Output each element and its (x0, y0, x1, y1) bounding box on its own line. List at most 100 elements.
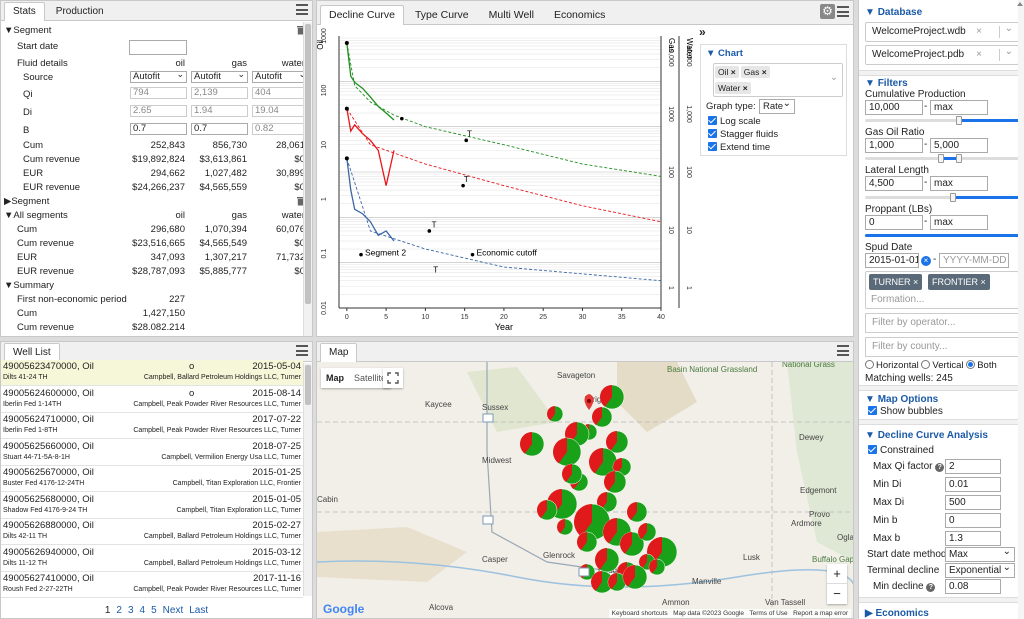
gor-min[interactable]: 1,000 (865, 138, 923, 153)
stagger-row[interactable]: Stagger fluids (708, 129, 778, 140)
fluid-selector[interactable]: Oil × Gas × Water × ⌄ (713, 63, 843, 97)
start-method-select[interactable]: Max (945, 545, 1015, 562)
marker-point[interactable] (461, 183, 465, 188)
checkbox[interactable] (708, 116, 717, 125)
spud-end[interactable]: YYYY-MM-DD (939, 253, 1009, 268)
cum-prod-slider[interactable] (865, 116, 1019, 125)
well-bubble[interactable] (588, 447, 618, 477)
zoom-in-button[interactable]: + (827, 564, 847, 584)
marker-point[interactable] (427, 229, 432, 233)
well-bubble[interactable] (573, 503, 611, 541)
page-5[interactable]: 5 (151, 605, 157, 616)
well-bubble[interactable] (576, 531, 598, 553)
min-b-input[interactable]: 0 (945, 513, 1001, 528)
map-button[interactable]: Map (326, 373, 344, 383)
well-bubble[interactable] (622, 564, 648, 590)
segment-start-point[interactable] (344, 41, 349, 46)
chip-water[interactable]: Water × (715, 82, 751, 94)
database-wdb[interactable]: WelcomeProject.wdb × ⌄ (865, 22, 1019, 42)
well-bubble[interactable] (603, 470, 627, 494)
graph-type-select[interactable]: Rate (759, 97, 795, 114)
fullscreen-icon[interactable] (383, 368, 403, 388)
formation-tag-turner[interactable]: TURNER × (869, 274, 923, 290)
well-bubble[interactable] (605, 430, 629, 454)
clear-date-icon[interactable]: × (921, 256, 931, 266)
checkbox[interactable] (868, 406, 877, 415)
keyboard-shortcuts-link[interactable]: Keyboard shortcuts (611, 610, 668, 617)
well-list-item[interactable]: 49005627410000, Oil 2017-11-16 Roush Fed 2… (1, 572, 303, 598)
remove-icon[interactable]: × (742, 83, 748, 93)
well-list-item[interactable]: 49005626880000, Oil 2015-02-27 Dilts 42-11… (1, 519, 303, 545)
b-oil[interactable]: 0.7 (130, 123, 187, 135)
chevron-down-icon[interactable]: ⌄ (1004, 23, 1013, 34)
tab-decline-curve[interactable]: Decline Curve (320, 5, 404, 25)
database-pdb[interactable]: WelcomeProject.pdb × ⌄ (865, 45, 1019, 65)
lateral-max[interactable]: max (930, 176, 988, 191)
checkbox[interactable] (708, 129, 717, 138)
gor-max[interactable]: 5,000 (930, 138, 988, 153)
constrained-row[interactable]: Constrained (868, 445, 934, 456)
show-bubbles-row[interactable]: Show bubbles (868, 406, 943, 417)
tab-economics[interactable]: Economics (553, 9, 606, 21)
slider-handle[interactable] (956, 154, 962, 163)
well-list-item[interactable]: 49005624600000, Oil o 2015-08-14 Iberlin Fe… (1, 387, 303, 413)
tab-multi-well[interactable]: Multi Well (488, 9, 534, 21)
all-segments-toggle[interactable]: ▼All segments (4, 210, 68, 221)
remove-icon[interactable]: × (761, 67, 767, 77)
page-1[interactable]: 1 (104, 605, 111, 616)
source-oil-select[interactable]: Autofit (130, 69, 187, 83)
economics-section-toggle[interactable]: ▶ Economics (865, 608, 929, 619)
proppant-max[interactable]: max (930, 215, 988, 230)
well-list-item[interactable]: 49005625680000, Oil 2015-01-05 Shadow Fed … (1, 493, 303, 519)
menu-icon[interactable] (296, 345, 308, 356)
well-list-scrollbar[interactable] (303, 363, 312, 596)
database-section-toggle[interactable]: ▼ Database (865, 7, 923, 18)
terminal-decline-select[interactable]: Exponential (945, 561, 1015, 578)
slider-handle[interactable] (938, 154, 944, 163)
min-decline-input[interactable]: 0.08 (945, 579, 1001, 594)
report-error-link[interactable]: Report a map error (793, 610, 848, 617)
lateral-min[interactable]: 4,500 (865, 176, 923, 191)
well-list-item[interactable]: 49005625670000, Oil 2015-01-25 Buster Fed … (1, 466, 303, 492)
last-page[interactable]: Last (189, 605, 209, 616)
summary-toggle[interactable]: ▼Summary (4, 280, 55, 291)
formation-input[interactable]: TURNER × FRONTIER × Formation... (865, 271, 1019, 309)
menu-icon[interactable] (837, 345, 849, 356)
well-bubble[interactable] (590, 570, 614, 594)
segment-start-point[interactable] (344, 106, 349, 111)
scroll-thumb[interactable] (305, 24, 311, 304)
spud-start[interactable]: 2015-01-01 (865, 253, 919, 268)
segment2-point[interactable] (359, 252, 363, 257)
source-gas-select[interactable]: Autofit (191, 69, 248, 83)
qi-oil[interactable]: 794 (130, 87, 187, 99)
well-bubble[interactable] (591, 406, 613, 428)
well-list-item[interactable]: 49005624710000, Oil 2017-07-22 Iberlin Fed… (1, 413, 303, 439)
well-list-item[interactable]: 49005625660000, Oil 2018-07-25 Stuart 44-7… (1, 440, 303, 466)
tab-stats[interactable]: Stats (4, 2, 45, 21)
page-2[interactable]: 2 (116, 605, 122, 616)
remove-icon[interactable]: × (980, 277, 986, 287)
segment2-toggle[interactable]: ▶Segment (4, 196, 50, 207)
page-4[interactable]: 4 (139, 605, 146, 616)
terms-link[interactable]: Terms of Use (749, 610, 788, 617)
chart-options-title[interactable]: ▼ Chart (706, 48, 743, 59)
checkbox[interactable] (868, 445, 877, 454)
help-icon[interactable]: ? (935, 463, 945, 472)
well-bubble[interactable] (626, 501, 648, 523)
decline-curve-chart[interactable]: 10001001010.10.0110,000100010010110,0001… (317, 26, 697, 337)
tab-type-curve[interactable]: Type Curve (414, 9, 469, 21)
map-options-section-toggle[interactable]: ▼ Map Options (865, 394, 939, 405)
clear-icon[interactable]: × (976, 26, 982, 37)
filters-section-toggle[interactable]: ▼ Filters (865, 78, 908, 89)
qi-water[interactable]: 404 (252, 87, 303, 99)
radio-horizontal[interactable]: Horizontal (865, 360, 919, 371)
chevron-down-icon[interactable]: ⌄ (830, 72, 838, 83)
b-water[interactable]: 0.82 (252, 123, 303, 135)
cum-prod-min[interactable]: 10,000 (865, 100, 923, 115)
well-bubble[interactable] (546, 405, 564, 423)
radio-vertical[interactable]: Vertical (921, 360, 964, 371)
scroll-up-icon[interactable] (1017, 0, 1023, 6)
clear-icon[interactable]: × (976, 49, 982, 60)
menu-icon[interactable] (837, 6, 849, 17)
gear-icon[interactable]: ⚙ (820, 4, 835, 19)
